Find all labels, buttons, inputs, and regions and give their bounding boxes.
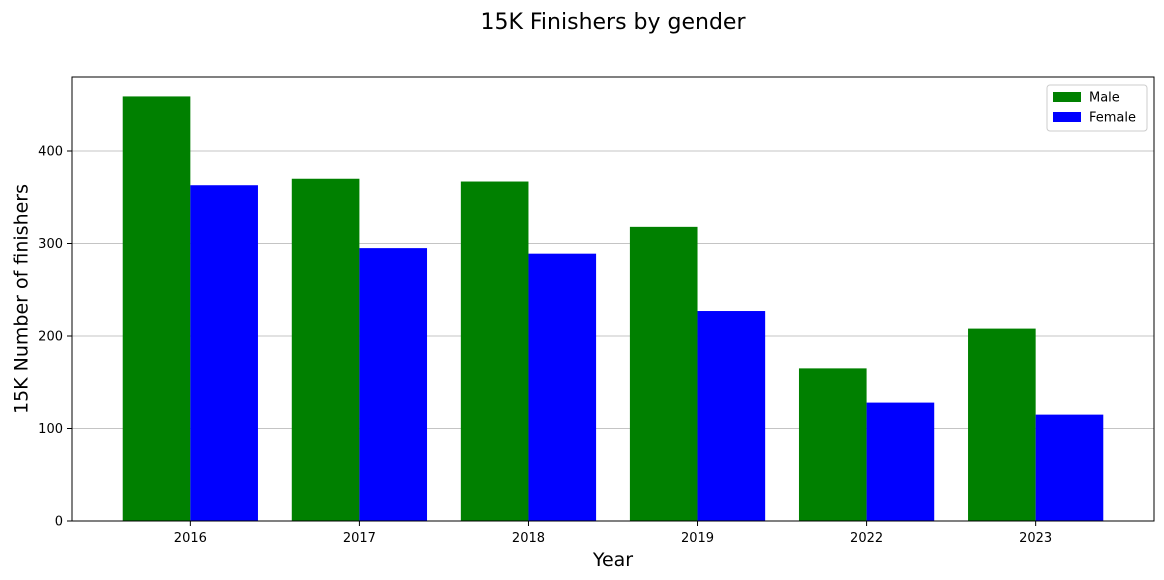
bar-female-2017 — [359, 248, 428, 521]
legend-swatch-female — [1053, 112, 1081, 122]
y-tick-label: 0 — [55, 515, 63, 530]
y-axis-label: 15K Number of finishers — [11, 184, 33, 414]
x-axis-ticks: 2016 2017 2018 2019 2022 2023 — [174, 521, 1052, 546]
bar-female-2016 — [190, 185, 258, 521]
y-tick-label: 200 — [38, 330, 63, 345]
x-tick-label: 2023 — [1019, 531, 1052, 546]
y-tick-label: 300 — [38, 237, 63, 252]
bar-female-2019 — [697, 311, 766, 521]
plot-frame — [71, 76, 1155, 522]
legend-swatch-male — [1053, 92, 1081, 102]
bar-male-2019 — [629, 226, 698, 521]
x-tick-label: 2022 — [850, 531, 883, 546]
y-tick-label: 400 — [38, 145, 63, 160]
bar-female-2018 — [528, 253, 597, 522]
bar-male-2016 — [122, 96, 191, 522]
bar-male-2017 — [291, 178, 360, 521]
bar-female-2023 — [1035, 414, 1104, 521]
bar-male-2022 — [798, 368, 867, 521]
y-axis-ticks: 0 100 200 300 400 — [38, 145, 72, 530]
legend-label-female: Female — [1089, 111, 1136, 126]
x-tick-label: 2018 — [512, 531, 545, 546]
bar-female-2022 — [866, 402, 935, 521]
x-axis-label: Year — [592, 549, 633, 571]
legend-label-male: Male — [1089, 91, 1120, 106]
x-tick-label: 2017 — [343, 531, 376, 546]
legend: Male Female — [1046, 84, 1148, 132]
x-tick-label: 2019 — [681, 531, 714, 546]
bars — [122, 96, 1104, 522]
chart-title: 15K Finishers by gender — [480, 10, 746, 35]
x-tick-label: 2016 — [174, 531, 207, 546]
bar-male-2023 — [968, 328, 1036, 521]
bar-male-2018 — [460, 181, 529, 521]
y-tick-label: 100 — [38, 422, 63, 437]
